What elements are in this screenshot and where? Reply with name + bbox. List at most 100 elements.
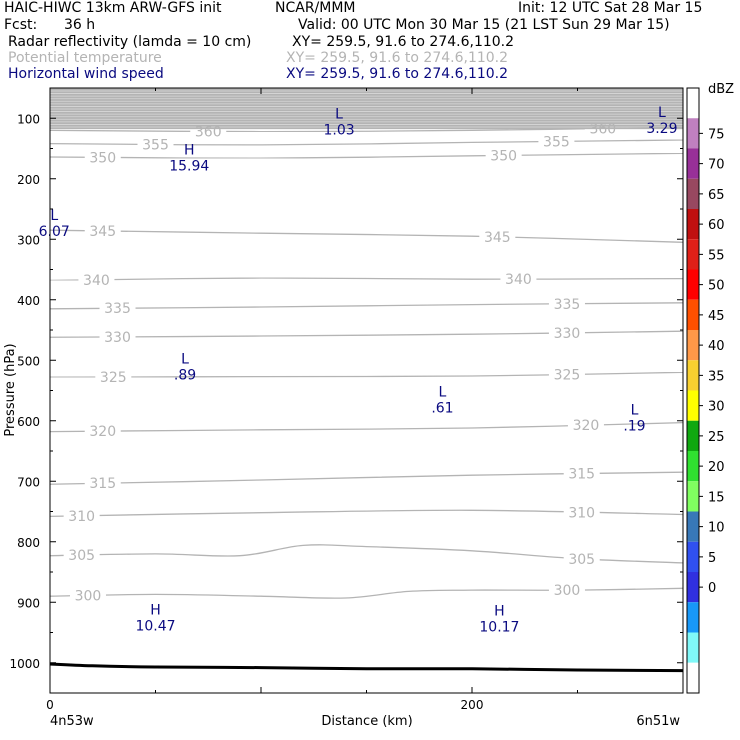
plot-frame (49, 87, 684, 694)
y-tick-label: 100 (17, 112, 40, 126)
theta-label: 360 (589, 121, 616, 137)
x-start-label: 4n53w (50, 714, 94, 729)
colorbar-swatch (687, 178, 699, 209)
colorbar-swatch (687, 269, 699, 300)
colorbar-label: 10 (708, 521, 725, 536)
colorbar-label: 50 (708, 279, 725, 294)
theta-label: 310 (68, 509, 95, 525)
theta-label: 330 (554, 326, 581, 342)
theta-label: 325 (100, 370, 127, 386)
axes: 100 200 300 400 500 600 700 800 900 1000 0 200 (9, 87, 683, 712)
colorbar-label: 70 (708, 158, 725, 173)
wind-low-marker: L (50, 208, 58, 224)
wind-low-marker: L (181, 351, 189, 367)
y-axis-label: Pressure (hPa) (3, 343, 18, 436)
colorbar-swatch (687, 390, 699, 421)
theta-label: 360 (195, 124, 222, 140)
colorbar-label: 55 (708, 248, 725, 263)
theta-contour-355 (49, 139, 684, 146)
theta-label: 300 (75, 589, 102, 605)
colorbar-label: 35 (708, 369, 725, 384)
colorbar-swatch (687, 572, 699, 603)
colorbar-swatch (687, 632, 699, 663)
colorbar-label: 40 (708, 339, 725, 354)
colorbar-label: 60 (708, 218, 725, 233)
theta-label: 340 (505, 272, 532, 288)
terrain-line (49, 662, 684, 673)
y-tick-label: 900 (17, 596, 40, 610)
colorbar-label: 20 (708, 460, 725, 475)
colorbar-label: 25 (708, 430, 725, 445)
y-tick-label: 800 (17, 536, 40, 550)
colorbar-swatch (687, 209, 699, 240)
theta-label: 350 (490, 148, 517, 164)
theta-contour-300 (49, 587, 684, 599)
theta-label: 320 (573, 418, 600, 434)
wind-extremum-value: 1.03 (323, 122, 354, 138)
colorbar-swatch (687, 118, 699, 149)
wind-extremum-value: 10.47 (135, 618, 175, 634)
theta-label: 315 (89, 476, 116, 492)
field-name-wind: Horizontal wind speed (8, 66, 164, 82)
colorbar-swatch (687, 239, 699, 270)
y-tick-label: 300 (17, 233, 40, 247)
x-end-label: 6n51w (636, 714, 680, 729)
field-name-theta: Potential temperature (8, 50, 162, 66)
field-xy-reflectivity: XY= 259.5, 91.6 to 274.6,110.2 (292, 34, 515, 50)
colorbar-label: 65 (708, 188, 725, 203)
y-tick-label: 200 (17, 173, 40, 187)
wind-low-marker: L (658, 105, 666, 121)
theta-contour-330 (49, 330, 684, 338)
terrain-surface (49, 662, 684, 673)
colorbar-label: 30 (708, 400, 725, 415)
theta-contour-340 (49, 277, 684, 282)
theta-label: 340 (83, 273, 110, 289)
wind-low-marker: L (335, 106, 343, 122)
upper-shading-band (50, 88, 683, 130)
colorbar-swatch (687, 420, 699, 451)
model-title: HAIC-HIWC 13km ARW-GFS init (4, 0, 222, 16)
theta-label: 300 (554, 583, 581, 599)
theta-contour-325 (49, 371, 684, 378)
x-axis-label: Distance (km) (321, 714, 412, 729)
colorbar-swatch (687, 299, 699, 330)
upper-shading (50, 88, 683, 130)
colorbar-label: 75 (708, 127, 725, 142)
theta-label: 355 (543, 134, 570, 150)
colorbar-unit: dBZ (708, 82, 734, 97)
org-label: NCAR/MMM (275, 0, 356, 16)
wind-high-marker: H (184, 143, 195, 159)
theta-contour-315 (49, 471, 684, 485)
theta-label: 335 (104, 301, 131, 317)
theta-label: 345 (89, 224, 116, 240)
y-tick-label: 1000 (9, 657, 40, 671)
wind-extremum-value: .89 (174, 367, 196, 383)
x-tick-label: 0 (46, 698, 54, 712)
theta-contour-320 (49, 421, 684, 433)
colorbar-swatch (687, 360, 699, 391)
theta-contour-345 (49, 229, 684, 243)
theta-contour-310 (49, 509, 684, 517)
wind-extremum-value: .61 (431, 401, 453, 417)
colorbar-frame (686, 87, 700, 694)
forecast-hours: 36 h (64, 17, 96, 33)
colorbar-swatch (687, 148, 699, 179)
theta-label: 305 (568, 552, 595, 568)
theta-label: 335 (554, 297, 581, 313)
wind-extremum-value: 6.07 (39, 224, 70, 240)
wind-extremum-value: 15.94 (169, 159, 209, 175)
colorbar-swatch (687, 662, 699, 693)
colorbar-label: 15 (708, 490, 725, 505)
field-xy-wind: XY= 259.5, 91.6 to 274.6,110.2 (286, 66, 509, 82)
theta-label: 320 (89, 424, 116, 440)
wind-high-marker: H (150, 602, 161, 618)
wind-extremum-value: 3.29 (646, 121, 677, 137)
colorbar-swatch (687, 481, 699, 512)
y-tick-label: 600 (17, 415, 40, 429)
theta-label: 305 (68, 548, 95, 564)
wind-extremum-value: 10.17 (479, 620, 519, 636)
theta-label: 315 (568, 467, 595, 483)
